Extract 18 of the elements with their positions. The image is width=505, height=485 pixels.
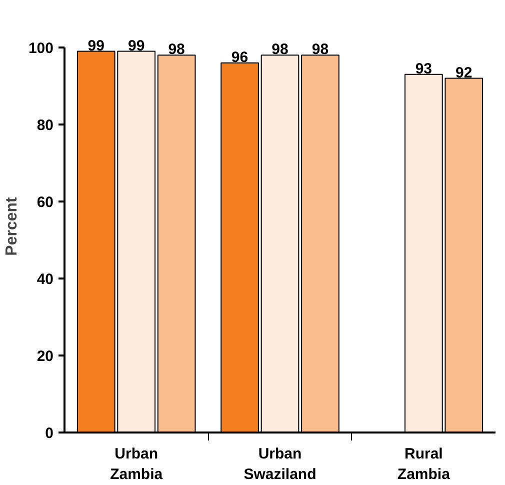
y-axis-title: Percent <box>3 196 20 256</box>
y-tick-label: 100 <box>28 40 54 57</box>
data-label: 98 <box>312 41 329 58</box>
x-tick-label: Urban Swaziland <box>244 446 316 483</box>
data-label: 99 <box>128 37 145 54</box>
data-label: 99 <box>88 37 104 54</box>
data-label: 98 <box>272 41 288 58</box>
x-tick-label: Urban Zambia <box>110 446 164 483</box>
data-label: 92 <box>456 64 472 82</box>
data-label: 96 <box>231 48 248 66</box>
y-tick-label: 80 <box>36 116 54 134</box>
x-tick-label: Rural Zambia <box>397 446 451 483</box>
y-tick-label: 60 <box>36 194 54 211</box>
y-tick-label: 40 <box>36 270 54 288</box>
data-label: 98 <box>168 41 185 58</box>
y-tick-label: 20 <box>36 348 54 365</box>
data-label: 93 <box>415 60 432 78</box>
y-tick-label: 0 <box>45 425 54 442</box>
